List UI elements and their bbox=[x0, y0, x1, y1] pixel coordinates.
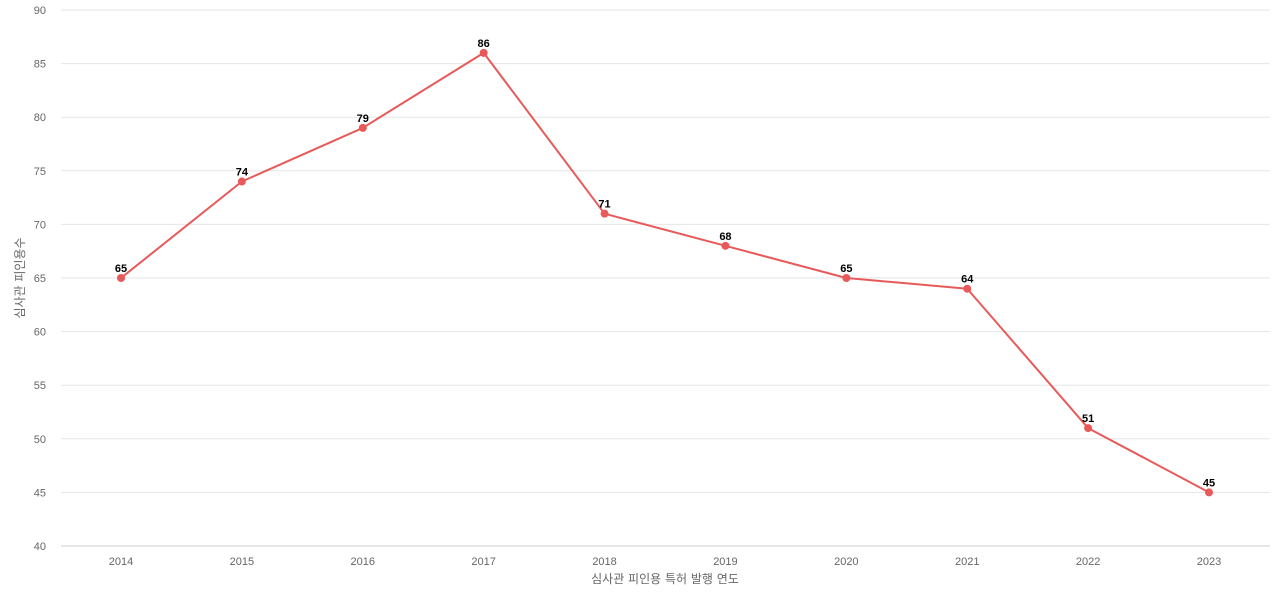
series-line-path bbox=[120, 51, 1210, 494]
x-tick-label: 2020 bbox=[834, 556, 858, 568]
x-tick-label: 2023 bbox=[1197, 556, 1221, 568]
x-tick-label: 2022 bbox=[1076, 556, 1100, 568]
data-point[interactable] bbox=[842, 274, 851, 282]
x-tick-label: 2018 bbox=[592, 556, 616, 568]
data-label: 51 bbox=[1082, 413, 1094, 425]
y-axis-ticks: 40 45 50 55 60 65 70 75 80 85 90 bbox=[34, 5, 46, 553]
data-label: 65 bbox=[115, 263, 127, 275]
y-tick-label: 60 bbox=[34, 327, 46, 339]
y-tick-label: 65 bbox=[34, 273, 46, 285]
x-axis-ticks: 2014 2015 2016 2017 2018 2019 2020 2021 2022 2023 bbox=[109, 556, 1221, 568]
data-point[interactable] bbox=[117, 274, 125, 282]
x-tick-label: 2014 bbox=[109, 556, 133, 568]
x-tick-label: 2019 bbox=[713, 556, 737, 568]
data-point[interactable] bbox=[1084, 424, 1093, 433]
x-tick-label: 2021 bbox=[955, 556, 979, 568]
series-line bbox=[120, 51, 1210, 494]
data-point[interactable] bbox=[479, 48, 488, 57]
data-label: 65 bbox=[840, 263, 852, 275]
x-tick-label: 2015 bbox=[230, 556, 254, 568]
x-axis-title: 심사관 피인용 특허 발행 연도 bbox=[591, 571, 739, 586]
gridlines bbox=[61, 9, 1270, 547]
y-tick-label: 50 bbox=[34, 434, 46, 446]
y-tick-label: 85 bbox=[34, 59, 46, 71]
data-point[interactable] bbox=[358, 123, 367, 132]
data-point[interactable] bbox=[237, 177, 246, 186]
y-tick-label: 40 bbox=[34, 541, 46, 553]
y-tick-label: 55 bbox=[34, 380, 46, 392]
data-label: 45 bbox=[1203, 477, 1215, 489]
data-label: 64 bbox=[961, 274, 974, 286]
y-tick-label: 75 bbox=[34, 166, 46, 178]
data-point[interactable] bbox=[1205, 488, 1213, 497]
y-tick-label: 45 bbox=[34, 487, 46, 499]
data-label: 68 bbox=[719, 231, 731, 243]
y-tick-label: 90 bbox=[34, 5, 46, 17]
data-label: 74 bbox=[236, 167, 249, 179]
data-point[interactable] bbox=[963, 284, 972, 293]
y-tick-label: 80 bbox=[34, 112, 46, 124]
data-label: 71 bbox=[598, 199, 610, 211]
y-tick-label: 70 bbox=[34, 219, 46, 231]
data-label: 79 bbox=[357, 113, 369, 125]
data-point[interactable] bbox=[600, 209, 609, 218]
y-axis-title: 심사관 피인용수 bbox=[13, 237, 27, 318]
data-points bbox=[117, 48, 1213, 497]
data-labels: 65 74 79 86 71 68 65 64 51 45 bbox=[115, 38, 1215, 490]
x-tick-label: 2016 bbox=[351, 556, 375, 568]
x-tick-label: 2017 bbox=[471, 556, 495, 568]
data-point[interactable] bbox=[721, 241, 730, 250]
data-label: 86 bbox=[478, 38, 490, 50]
